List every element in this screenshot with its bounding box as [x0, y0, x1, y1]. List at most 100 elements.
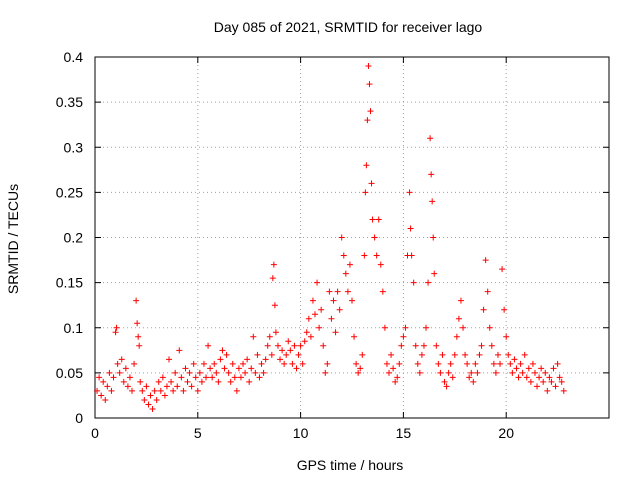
data-point	[205, 342, 212, 349]
data-point	[135, 333, 142, 340]
data-point	[166, 356, 173, 363]
data-point	[540, 378, 547, 385]
data-point	[402, 324, 409, 331]
data-point	[552, 383, 559, 390]
data-point	[161, 392, 168, 399]
data-point	[289, 360, 296, 367]
data-point	[497, 360, 504, 367]
data-point	[188, 383, 195, 390]
data-point	[178, 374, 185, 381]
data-point	[363, 162, 370, 169]
data-point	[398, 342, 405, 349]
data-point	[499, 266, 506, 273]
data-point	[554, 360, 561, 367]
data-point	[480, 306, 487, 313]
data-point	[472, 360, 479, 367]
data-point	[134, 320, 141, 327]
data-point	[320, 342, 327, 349]
x-tick-label: 15	[396, 425, 412, 441]
data-point	[262, 356, 269, 363]
data-point	[410, 279, 417, 286]
data-point	[407, 225, 414, 232]
data-point	[357, 365, 364, 372]
y-tick-label: 0.05	[56, 365, 83, 381]
data-point	[408, 252, 415, 259]
data-point	[235, 365, 242, 372]
data-point	[550, 365, 557, 372]
data-point	[396, 360, 403, 367]
data-point	[126, 374, 133, 381]
data-point	[531, 369, 538, 376]
data-point	[546, 374, 553, 381]
data-point	[373, 252, 380, 259]
data-point	[194, 387, 201, 394]
y-tick-label: 0.3	[64, 139, 84, 155]
data-point	[412, 342, 419, 349]
data-point	[223, 351, 230, 358]
data-point	[180, 387, 187, 394]
data-point	[172, 369, 179, 376]
data-point	[207, 365, 214, 372]
data-point	[264, 342, 271, 349]
chart-title: Day 085 of 2021, SRMTID for receiver lag…	[214, 19, 483, 35]
data-point	[505, 351, 512, 358]
data-point	[268, 351, 275, 358]
axis-tick-labels: 0 5 10 15 20 0 0.05 0.1 0.15 0.2 0.25 0.3 0.35 0.4	[56, 49, 514, 441]
data-points	[94, 63, 567, 412]
data-point	[367, 108, 374, 115]
data-point	[252, 369, 259, 376]
data-point	[291, 342, 298, 349]
data-point	[311, 311, 318, 318]
data-point	[525, 365, 532, 372]
data-point	[299, 360, 306, 367]
data-point	[113, 324, 120, 331]
data-point	[349, 297, 355, 304]
data-point	[283, 351, 290, 358]
data-point	[229, 360, 236, 367]
data-point	[394, 374, 401, 381]
data-point	[490, 360, 497, 367]
data-point	[451, 351, 458, 358]
data-point	[336, 306, 343, 313]
data-point	[511, 356, 518, 363]
data-point	[250, 333, 257, 340]
data-point	[227, 378, 234, 385]
data-point	[287, 347, 294, 354]
data-point	[155, 378, 162, 385]
data-point	[104, 383, 111, 390]
data-point	[96, 374, 103, 381]
data-point	[266, 333, 273, 340]
data-point	[295, 351, 302, 358]
data-point	[136, 342, 143, 349]
data-point	[383, 360, 390, 367]
data-point	[151, 387, 158, 394]
y-axis-label: SRMTID / TECUs	[5, 184, 21, 294]
data-point	[258, 360, 265, 367]
y-tick-label: 0.2	[64, 230, 84, 246]
data-point	[431, 270, 438, 277]
axis-ticks	[94, 56, 609, 419]
data-point	[365, 63, 372, 70]
data-point	[122, 365, 129, 372]
data-point	[484, 288, 491, 295]
data-point	[558, 378, 565, 385]
data-point	[110, 374, 117, 381]
data-point	[486, 324, 493, 331]
data-point	[141, 396, 148, 403]
data-point	[285, 338, 292, 345]
data-point	[344, 288, 351, 295]
x-tick-label: 20	[498, 425, 514, 441]
data-point	[342, 270, 349, 277]
data-point	[153, 396, 160, 403]
data-point	[305, 315, 312, 322]
data-point	[379, 288, 386, 295]
data-point	[270, 261, 277, 268]
data-point	[425, 279, 432, 286]
data-point	[170, 387, 177, 394]
data-point	[301, 338, 308, 345]
data-point	[501, 306, 508, 313]
data-point	[131, 360, 138, 367]
data-point	[124, 383, 131, 390]
data-point	[523, 374, 530, 381]
